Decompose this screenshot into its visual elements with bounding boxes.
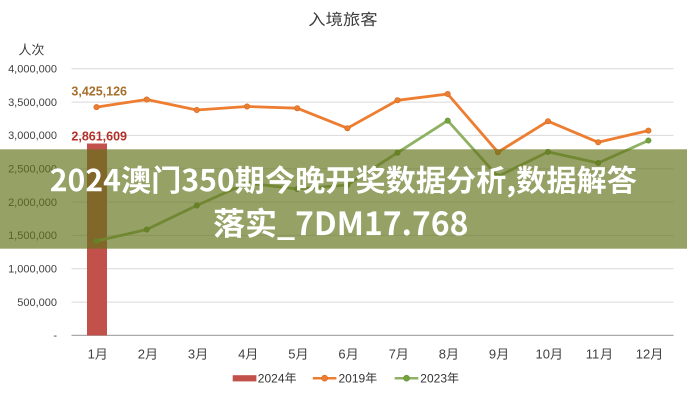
- svg-text:3,000,000: 3,000,000: [8, 130, 57, 142]
- svg-text:500,000: 500,000: [17, 297, 57, 309]
- svg-text:3: 3: [188, 347, 195, 362]
- svg-text:1: 1: [88, 347, 95, 362]
- svg-text:3,425,126: 3,425,126: [71, 85, 127, 99]
- svg-text:2023: 2023: [420, 371, 447, 385]
- svg-text:4,000,000: 4,000,000: [8, 64, 57, 76]
- svg-text:1,000,000: 1,000,000: [8, 264, 57, 276]
- svg-text:6: 6: [338, 347, 345, 362]
- svg-text:5: 5: [288, 347, 295, 362]
- svg-text:2,861,609: 2,861,609: [71, 129, 127, 143]
- svg-text:7: 7: [389, 347, 396, 362]
- svg-text:12: 12: [636, 347, 650, 362]
- svg-text:9: 9: [489, 347, 496, 362]
- svg-text:-: -: [53, 330, 57, 342]
- svg-text:3,500,000: 3,500,000: [8, 97, 57, 109]
- svg-text:2024: 2024: [258, 371, 285, 385]
- svg-text:4: 4: [238, 347, 245, 362]
- svg-text:2: 2: [138, 347, 145, 362]
- svg-text:8: 8: [439, 347, 446, 362]
- svg-text:10: 10: [536, 347, 550, 362]
- svg-text:11: 11: [586, 347, 600, 362]
- svg-text:2019: 2019: [339, 371, 366, 385]
